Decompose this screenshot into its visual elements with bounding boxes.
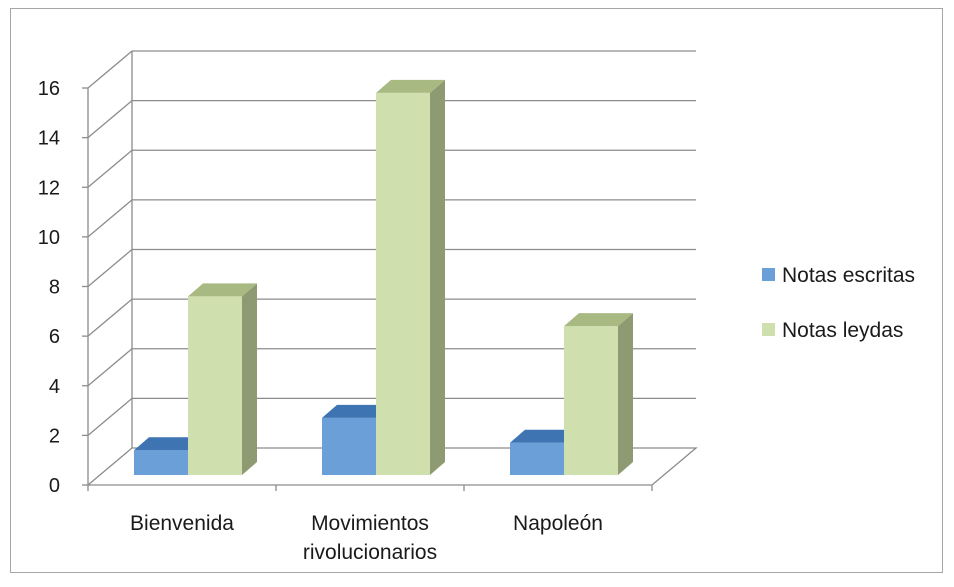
bar (188, 283, 257, 475)
chart-frame (10, 8, 943, 573)
gridline-side (87, 50, 133, 89)
gridline-side (87, 348, 133, 387)
bar-front (564, 326, 618, 475)
y-tick-label: 16 (38, 78, 60, 100)
legend-swatch (762, 268, 775, 281)
y-tick-label: 12 (38, 177, 60, 199)
legend-item: Notas escritas (762, 264, 915, 287)
bar-side (618, 313, 633, 475)
x-axis-labels: Bienvenida Movimientos rivolucionarios Napo… (130, 512, 603, 564)
bar-top (376, 79, 445, 93)
bar-top (134, 437, 203, 451)
bar (134, 437, 203, 475)
x-tick-label: Bienvenida (130, 512, 234, 535)
bar-top (564, 313, 633, 327)
y-tick-label: 6 (49, 326, 60, 348)
bar (564, 313, 633, 475)
y-tick-label: 8 (49, 277, 60, 299)
y-tick-label: 14 (38, 128, 60, 150)
y-tick-label: 0 (49, 475, 60, 497)
bars (134, 79, 633, 475)
bar (376, 79, 445, 475)
legend: Notas escritas Notas leydas (762, 264, 915, 342)
x-tick-label: Napoleón (513, 512, 603, 535)
y-tick-label: 4 (49, 376, 60, 398)
bar-front (134, 450, 188, 475)
bar-front (510, 442, 564, 475)
bar-front (376, 92, 430, 475)
gridline-side (87, 298, 133, 337)
legend-item: Notas leydas (762, 319, 903, 342)
bar-side (242, 283, 257, 475)
bar-top (188, 283, 257, 297)
bar-front (322, 417, 376, 475)
legend-label: Notas leydas (782, 319, 903, 342)
gridline-side (87, 100, 133, 139)
x-tick-label: Movimientos rivolucionarios (303, 512, 437, 564)
gridline-side (87, 199, 133, 238)
legend-label: Notas escritas (782, 264, 915, 287)
bar-front (188, 296, 242, 475)
gridline-side (87, 149, 133, 188)
y-axis: 0 2 4 6 8 10 12 14 16 (38, 78, 653, 497)
gridline-side (87, 397, 133, 436)
bar-top (510, 429, 579, 443)
gridline-side (87, 249, 133, 287)
y-tick-label: 2 (49, 425, 60, 447)
bar-top (322, 404, 391, 418)
y-tick-label: 10 (38, 227, 60, 249)
bar-side (430, 79, 445, 475)
legend-swatch (762, 323, 775, 336)
